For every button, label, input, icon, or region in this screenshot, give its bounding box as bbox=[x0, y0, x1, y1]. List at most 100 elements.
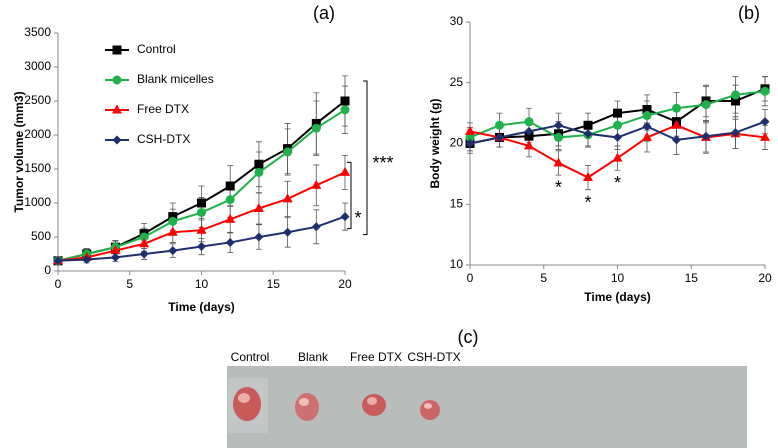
marker bbox=[524, 117, 534, 127]
marker bbox=[254, 232, 264, 242]
marker bbox=[311, 179, 322, 189]
bracket bbox=[363, 80, 368, 236]
x-tick-label: 0 bbox=[55, 277, 62, 291]
marker bbox=[168, 216, 178, 226]
x-axis-title: Time (days) bbox=[584, 290, 650, 304]
legend-marker bbox=[112, 135, 122, 145]
x-tick-label: 0 bbox=[467, 271, 474, 285]
panel-label: (c) bbox=[458, 327, 479, 347]
marker bbox=[197, 242, 206, 252]
tumor-highlight bbox=[424, 403, 432, 409]
marker bbox=[760, 86, 770, 96]
marker bbox=[82, 254, 92, 264]
x-tick-label: 15 bbox=[685, 271, 699, 285]
marker bbox=[282, 193, 293, 203]
y-tick-label: 2000 bbox=[24, 127, 51, 141]
marker bbox=[583, 129, 593, 139]
marker bbox=[553, 157, 564, 167]
marker bbox=[283, 227, 293, 237]
marker bbox=[612, 152, 623, 162]
marker bbox=[613, 108, 622, 118]
photo-caption: CSH-DTX bbox=[407, 350, 460, 364]
marker bbox=[642, 104, 652, 114]
chart: 0 500 1000 1500 2000 2500 3000 3500 0 5 10 15 20 Time… bbox=[12, 3, 393, 314]
marker bbox=[760, 117, 770, 127]
marker bbox=[554, 120, 563, 130]
tumor-highlight bbox=[367, 397, 377, 405]
marker bbox=[583, 172, 593, 182]
marker bbox=[642, 131, 652, 141]
y-tick-label: 1500 bbox=[24, 161, 51, 175]
y-tick-label: 30 bbox=[450, 14, 464, 28]
marker bbox=[671, 119, 682, 129]
marker bbox=[197, 198, 206, 208]
marker bbox=[701, 100, 711, 110]
marker bbox=[311, 118, 321, 128]
marker bbox=[225, 213, 236, 223]
annotation: * bbox=[614, 173, 621, 193]
marker bbox=[465, 125, 475, 135]
marker bbox=[613, 132, 622, 142]
legend-marker bbox=[112, 104, 122, 114]
y-tick-label: 3000 bbox=[24, 59, 51, 73]
y-tick-label: 0 bbox=[44, 263, 51, 277]
annotation: * bbox=[555, 178, 562, 198]
legend-marker bbox=[112, 45, 122, 55]
annotation: *** bbox=[372, 153, 393, 173]
x-tick-label: 5 bbox=[126, 277, 133, 291]
marker bbox=[340, 96, 350, 106]
legend-label: CSH-DTX bbox=[137, 132, 190, 146]
marker bbox=[524, 140, 534, 150]
marker bbox=[340, 166, 350, 176]
marker bbox=[495, 132, 504, 142]
legend-label: Free DTX bbox=[137, 102, 189, 116]
legend-marker bbox=[112, 75, 122, 85]
marker bbox=[731, 96, 740, 106]
marker bbox=[524, 126, 534, 136]
x-axis-title: Time (days) bbox=[168, 300, 234, 314]
marker bbox=[642, 111, 652, 121]
photo: (c) Control Blank Free DTX CSH-DTX bbox=[227, 327, 747, 448]
y-tick-label: 2500 bbox=[24, 93, 51, 107]
photo-caption: Blank bbox=[298, 350, 329, 364]
marker bbox=[53, 256, 63, 266]
marker bbox=[554, 132, 563, 142]
y-tick-label: 15 bbox=[450, 196, 464, 210]
marker bbox=[731, 90, 740, 100]
tumor bbox=[233, 387, 261, 421]
legend-label: Blank micelles bbox=[137, 72, 214, 86]
marker bbox=[465, 132, 475, 142]
photo-caption: Control bbox=[231, 350, 270, 364]
marker bbox=[110, 252, 120, 262]
marker bbox=[254, 167, 264, 177]
marker bbox=[524, 131, 534, 141]
marker bbox=[139, 249, 149, 259]
y-tick-label: 20 bbox=[450, 136, 464, 150]
marker bbox=[760, 131, 770, 141]
y-tick-label: 3500 bbox=[24, 25, 51, 39]
tumor-highlight bbox=[299, 398, 309, 406]
y-axis-title: Tumor volume (mm3) bbox=[12, 91, 26, 212]
x-tick-label: 10 bbox=[195, 277, 209, 291]
panel-label: (a) bbox=[313, 3, 335, 23]
marker bbox=[731, 128, 740, 138]
x-tick-label: 20 bbox=[338, 277, 352, 291]
tumor-highlight bbox=[238, 393, 250, 403]
marker bbox=[311, 222, 321, 232]
marker bbox=[225, 195, 235, 205]
marker bbox=[672, 135, 681, 145]
x-tick-label: 20 bbox=[758, 271, 772, 285]
marker bbox=[283, 147, 293, 157]
marker bbox=[139, 238, 150, 248]
marker bbox=[495, 120, 504, 130]
legend-label: Control bbox=[137, 42, 176, 56]
y-axis-title: Body weight (g) bbox=[428, 99, 442, 189]
marker bbox=[254, 159, 264, 169]
x-tick-label: 15 bbox=[267, 277, 281, 291]
panel-label: (b) bbox=[738, 3, 760, 23]
marker bbox=[613, 120, 622, 130]
x-tick-label: 10 bbox=[611, 271, 625, 285]
marker bbox=[168, 212, 178, 222]
marker bbox=[583, 120, 593, 130]
marker bbox=[465, 139, 475, 148]
